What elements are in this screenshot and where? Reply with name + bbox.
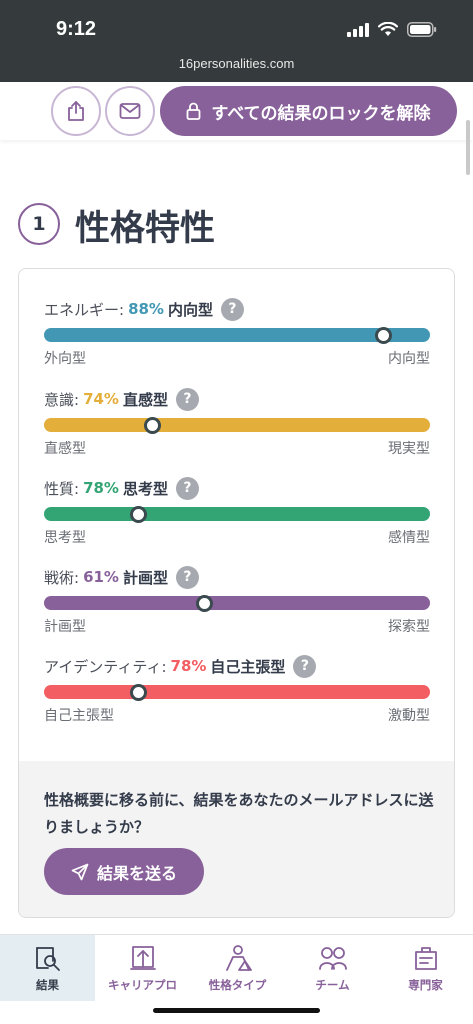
- trait-percent: 78%: [170, 657, 207, 675]
- url-bar[interactable]: 16personalities.com: [178, 56, 295, 71]
- share-button[interactable]: [51, 86, 101, 136]
- trait-row: 性質: 78% 思考型? 思考型 感情型: [44, 475, 430, 547]
- nav-item-results[interactable]: 結果: [0, 935, 95, 1001]
- trait-label: 性質:: [44, 479, 80, 498]
- trait-marker: [130, 683, 148, 701]
- trait-left-pole: 外向型: [44, 351, 86, 367]
- trait-bar: [44, 594, 430, 612]
- nav-label-team: チーム: [315, 978, 350, 992]
- help-icon[interactable]: ?: [175, 476, 199, 500]
- nav-item-career[interactable]: キャリアプロ: [95, 935, 190, 1001]
- unlock-label: すべての結果のロックを解除: [211, 103, 431, 124]
- team-icon: [318, 947, 347, 970]
- action-toolbar: すべての結果のロックを解除: [0, 82, 473, 140]
- trait-heading: エネルギー: 88% 内向型?: [44, 296, 430, 322]
- trait-percent: 78%: [83, 479, 119, 497]
- share-icon: [68, 101, 84, 121]
- trait-poles: 直感型 現実型: [44, 438, 430, 458]
- trait-heading: 性質: 78% 思考型?: [44, 475, 430, 501]
- paper-plane-icon: [71, 863, 89, 880]
- battery-icon: [407, 22, 437, 37]
- trait-percent: 88%: [128, 300, 164, 318]
- help-icon[interactable]: ?: [175, 565, 199, 589]
- trait-label: アイデンティティ:: [44, 657, 167, 676]
- status-time: 9:12: [56, 18, 97, 40]
- section-number: 1: [18, 203, 60, 245]
- help-icon[interactable]: ?: [220, 297, 244, 321]
- nav-label-career: キャリアプロ: [108, 978, 177, 992]
- unlock-all-results-button[interactable]: すべての結果のロックを解除: [160, 86, 457, 136]
- nav-label-personality-types: 性格タイプ: [208, 978, 267, 992]
- send-results-button[interactable]: 結果を送る: [44, 848, 204, 895]
- send-results-label: 結果を送る: [96, 863, 177, 883]
- trait-bar: [44, 505, 430, 523]
- personality-types-icon: [225, 945, 252, 971]
- trait-label: 戦術:: [44, 568, 80, 587]
- wifi-icon: [378, 22, 398, 36]
- trait-percent: 61%: [83, 568, 119, 586]
- nav-item-professional[interactable]: 専門家: [378, 935, 473, 1001]
- section-title: 性格特性: [75, 209, 216, 249]
- nav-label-professional: 専門家: [408, 978, 443, 992]
- trait-left-pole: 直感型: [44, 441, 86, 457]
- home-indicator[interactable]: [153, 1008, 320, 1013]
- status-icons: [347, 22, 437, 37]
- trait-bar: [44, 416, 430, 434]
- trait-row: エネルギー: 88% 内向型? 外向型 内向型: [44, 296, 430, 368]
- trait-type: 計画型: [122, 568, 168, 587]
- email-prompt-text: 性格概要に移る前に、結果をあなたのメールアドレスに送りましょうか？: [44, 791, 434, 836]
- traits-card: エネルギー: 88% 内向型? 外向型 内向型 意識: 74% 直感型? 直感型 現実型 性質: 78…: [18, 268, 455, 918]
- trait-label: 意識:: [44, 390, 80, 409]
- trait-bar: [44, 683, 430, 701]
- trait-type: 自己主張型: [210, 657, 286, 676]
- professional-icon: [414, 947, 437, 970]
- trait-type: 思考型: [122, 479, 168, 498]
- trait-right-pole: 感情型: [388, 530, 430, 546]
- trait-right-pole: 内向型: [388, 351, 430, 367]
- trait-left-pole: 思考型: [44, 530, 86, 546]
- status-bar: 9:12 16personalities.com: [0, 0, 473, 82]
- email-button[interactable]: [105, 86, 155, 136]
- help-icon[interactable]: ?: [293, 654, 317, 678]
- trait-bar: [44, 326, 430, 344]
- trait-label: エネルギー:: [44, 300, 125, 319]
- trait-row: アイデンティティ: 78% 自己主張型? 自己主張型 激動型: [44, 653, 430, 725]
- trait-heading: 意識: 74% 直感型?: [44, 386, 430, 412]
- scrollbar[interactable]: [466, 120, 470, 175]
- trait-right-pole: 現実型: [388, 441, 430, 457]
- trait-type: 内向型: [167, 300, 213, 319]
- trait-heading: 戦術: 61% 計画型?: [44, 564, 430, 590]
- trait-left-pole: 自己主張型: [44, 708, 114, 724]
- trait-heading: アイデンティティ: 78% 自己主張型?: [44, 653, 430, 679]
- email-results-panel: 性格概要に移る前に、結果をあなたのメールアドレスに送りましょうか？ 結果を送る: [19, 761, 454, 917]
- career-icon: [129, 946, 156, 970]
- trait-marker: [195, 594, 213, 612]
- nav-item-personality-types[interactable]: 性格タイプ: [190, 935, 285, 1001]
- trait-type: 直感型: [122, 390, 168, 409]
- trait-right-pole: 激動型: [388, 708, 430, 724]
- trait-row: 戦術: 61% 計画型? 計画型 探索型: [44, 564, 430, 636]
- trait-right-pole: 探索型: [388, 619, 430, 635]
- help-icon[interactable]: ?: [175, 387, 199, 411]
- trait-poles: 外向型 内向型: [44, 348, 430, 368]
- lock-icon: [187, 102, 201, 120]
- trait-marker: [375, 326, 393, 344]
- trait-marker: [143, 416, 161, 434]
- trait-poles: 思考型 感情型: [44, 527, 430, 547]
- results-icon: [35, 947, 60, 971]
- trait-marker: [130, 505, 148, 523]
- trait-row: 意識: 74% 直感型? 直感型 現実型: [44, 386, 430, 458]
- nav-label-results: 結果: [36, 978, 59, 992]
- mail-icon: [119, 103, 141, 119]
- signal-icon: [347, 22, 369, 37]
- trait-percent: 74%: [83, 390, 119, 408]
- nav-item-team[interactable]: チーム: [285, 935, 380, 1001]
- trait-left-pole: 計画型: [44, 619, 86, 635]
- trait-poles: 自己主張型 激動型: [44, 705, 430, 725]
- trait-poles: 計画型 探索型: [44, 616, 430, 636]
